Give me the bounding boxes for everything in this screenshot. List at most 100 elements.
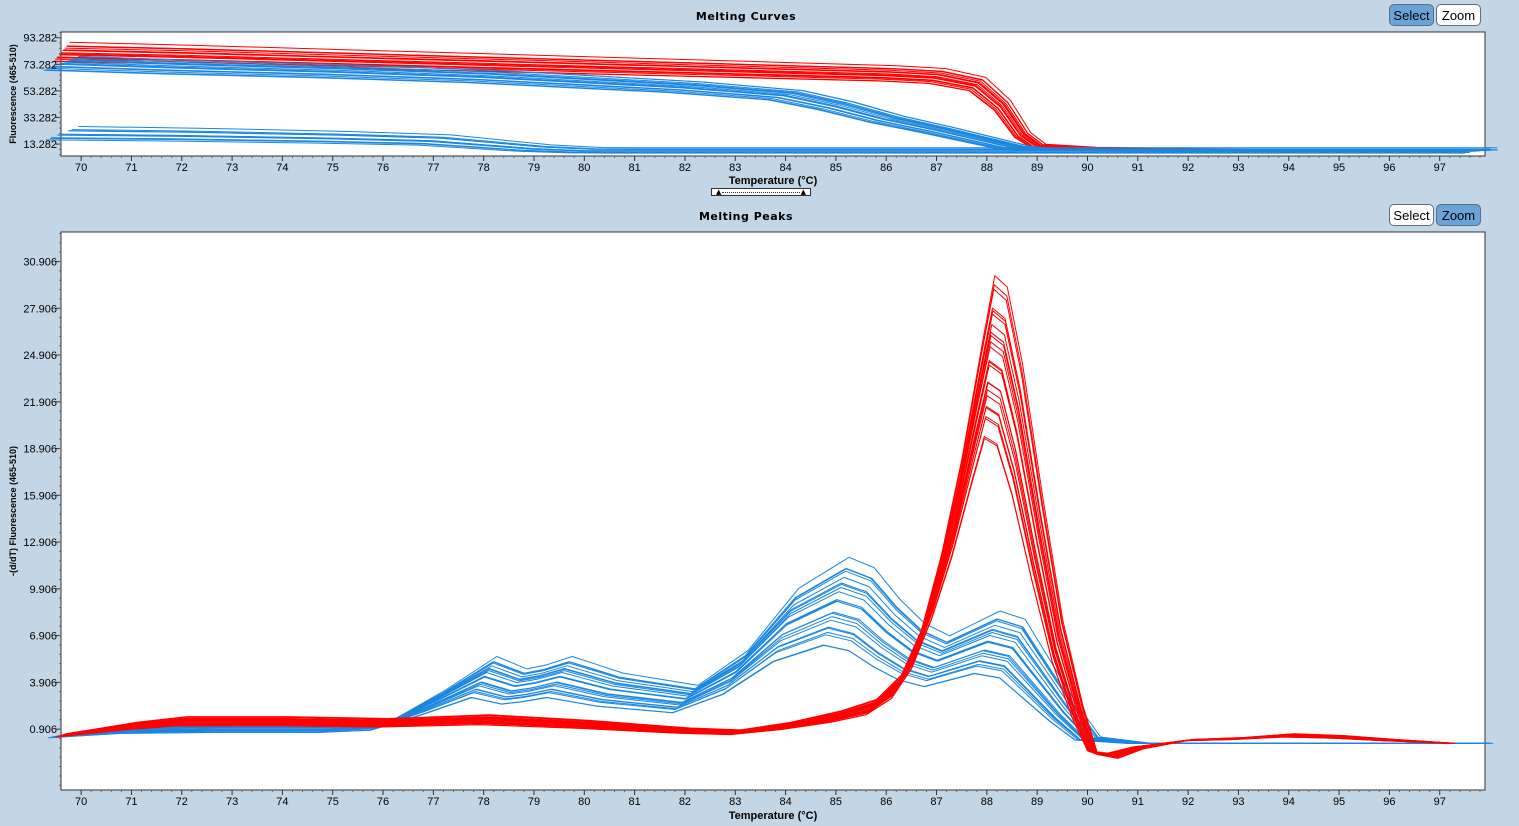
curves-y-tick-label: 93.282 <box>23 33 57 45</box>
melting-peaks-title: Melting Peaks <box>698 210 794 223</box>
peaks-x-tick-label: 93 <box>1232 796 1244 808</box>
bottom-select-button[interactable]: Select <box>1389 204 1434 226</box>
peaks-series-0-line <box>62 600 1482 744</box>
peaks-x-tick-label: 76 <box>377 796 389 808</box>
splitter-grip <box>722 192 800 193</box>
peaks-x-tick-label: 82 <box>679 796 691 808</box>
peaks-series-0-line <box>66 587 1486 744</box>
peaks-x-tick-label: 94 <box>1283 796 1295 808</box>
melting-curves-y-axis-label: Fluorescence (465-510) <box>8 44 18 144</box>
melting-peaks-x-axis-label: Temperature (°C) <box>729 810 818 822</box>
curves-x-tick-label: 96 <box>1383 162 1395 174</box>
peaks-series-0-line <box>66 583 1486 744</box>
peaks-x-tick-label: 92 <box>1182 796 1194 808</box>
melting-curves-title: Melting Curves <box>695 10 797 23</box>
curves-x-tick-label: 74 <box>276 162 288 174</box>
peaks-series-0-line <box>71 568 1491 744</box>
curves-x-tick-label: 75 <box>327 162 339 174</box>
melting-curves-x-axis-label: Temperature (°C) <box>729 175 818 187</box>
curves-series-2-line <box>45 139 1465 154</box>
curves-x-tick-label: 80 <box>578 162 590 174</box>
peaks-series-0-line <box>68 576 1488 744</box>
peaks-series-0-line <box>52 631 1472 744</box>
peaks-x-tick-label: 79 <box>528 796 540 808</box>
curves-x-tick-label: 71 <box>125 162 137 174</box>
peaks-series-0-line <box>58 611 1478 744</box>
curves-x-tick-label: 79 <box>528 162 540 174</box>
melting-curves-chart[interactable]: 70 71 72 73 74 75 76 77 78 79 80 81 82 83 84 85 86 87 88 89… <box>0 0 1519 190</box>
peaks-x-tick-label: 70 <box>75 796 87 808</box>
curves-x-tick-label: 92 <box>1182 162 1194 174</box>
curves-x-tick-label: 73 <box>226 162 238 174</box>
peaks-y-tick-label: 21.906 <box>23 397 57 409</box>
peaks-x-tick-label: 86 <box>880 796 892 808</box>
top-zoom-button[interactable]: Zoom <box>1436 4 1481 26</box>
peaks-x-tick-label: 88 <box>981 796 993 808</box>
melting-peaks-plot-area <box>60 231 1486 791</box>
curves-y-tick-label: 53.282 <box>23 86 57 98</box>
peaks-x-tick-label: 75 <box>327 796 339 808</box>
curves-series-2-line <box>50 137 1470 153</box>
curves-x-tick-label: 70 <box>75 162 87 174</box>
curves-y-tick-label: 13.282 <box>23 139 57 151</box>
peaks-x-tick-label: 90 <box>1081 796 1093 808</box>
peaks-y-tick-label: 24.906 <box>23 350 57 362</box>
top-select-button[interactable]: Select <box>1389 4 1434 26</box>
peaks-x-tick-label: 97 <box>1434 796 1446 808</box>
bottom-zoom-button[interactable]: Zoom <box>1436 204 1481 226</box>
curves-x-tick-label: 78 <box>478 162 490 174</box>
peaks-x-tick-label: 74 <box>276 796 288 808</box>
splitter-up-arrow-icon: ▲ <box>716 188 722 196</box>
peaks-x-tick-label: 87 <box>930 796 942 808</box>
curves-x-tick-label: 87 <box>930 162 942 174</box>
peaks-y-tick-label: 18.906 <box>23 444 57 456</box>
melting-peaks-chart[interactable]: 70 71 72 73 74 75 76 77 78 79 80 81 82 83 84 85 86 87 88 89… <box>0 224 1519 824</box>
peaks-x-tick-label: 91 <box>1132 796 1144 808</box>
peaks-y-tick-label: 0.906 <box>29 724 57 736</box>
peaks-series-0-line <box>70 568 1490 744</box>
peaks-x-tick-label: 80 <box>578 796 590 808</box>
peaks-y-tick-label: 6.906 <box>29 631 57 643</box>
curves-y-tick-label: 33.282 <box>23 112 57 124</box>
curves-x-tick-label: 90 <box>1081 162 1093 174</box>
curves-x-tick-label: 81 <box>629 162 641 174</box>
peaks-x-tick-label: 77 <box>427 796 439 808</box>
panel-splitter-handle[interactable]: ▲ ▲ <box>711 188 811 196</box>
peaks-x-tick-label: 81 <box>629 796 641 808</box>
peaks-series-1-line <box>66 275 1456 759</box>
curves-x-tick-label: 85 <box>830 162 842 174</box>
peaks-y-tick-label: 3.906 <box>29 677 57 689</box>
peaks-x-tick-label: 95 <box>1333 796 1345 808</box>
peaks-x-tick-label: 96 <box>1383 796 1395 808</box>
curves-x-tick-label: 72 <box>176 162 188 174</box>
curves-series-2-line <box>60 133 1480 152</box>
peaks-y-tick-label: 27.906 <box>23 303 57 315</box>
peaks-y-tick-label: 15.906 <box>23 490 57 502</box>
peaks-x-tick-label: 85 <box>830 796 842 808</box>
peaks-x-tick-label: 71 <box>125 796 137 808</box>
curves-series-2-line <box>68 130 1488 150</box>
peaks-x-tick-label: 83 <box>729 796 741 808</box>
peaks-y-tick-label: 9.906 <box>29 584 57 596</box>
curves-x-tick-label: 76 <box>377 162 389 174</box>
curves-series-1-line <box>71 59 1491 151</box>
curves-x-tick-label: 97 <box>1434 162 1446 174</box>
peaks-y-tick-label: 12.906 <box>23 537 57 549</box>
curves-x-tick-label: 83 <box>729 162 741 174</box>
curves-x-tick-label: 84 <box>779 162 791 174</box>
curves-x-tick-label: 93 <box>1232 162 1244 174</box>
curves-y-tick-label: 73.282 <box>23 59 57 71</box>
curves-x-tick-label: 86 <box>880 162 892 174</box>
melting-peaks-y-axis-label: -(d/dT) Fluorescence (465-510) <box>8 446 18 576</box>
peaks-series-0-line <box>53 626 1473 744</box>
curves-x-tick-label: 89 <box>1031 162 1043 174</box>
peaks-x-tick-label: 84 <box>779 796 791 808</box>
curves-series-2-line <box>71 129 1491 150</box>
curves-series-2-line <box>78 126 1498 149</box>
peaks-x-tick-label: 89 <box>1031 796 1043 808</box>
curves-x-tick-label: 82 <box>679 162 691 174</box>
curves-x-tick-label: 95 <box>1333 162 1345 174</box>
peaks-x-tick-label: 78 <box>478 796 490 808</box>
curves-x-tick-label: 91 <box>1132 162 1144 174</box>
curves-x-tick-label: 77 <box>427 162 439 174</box>
